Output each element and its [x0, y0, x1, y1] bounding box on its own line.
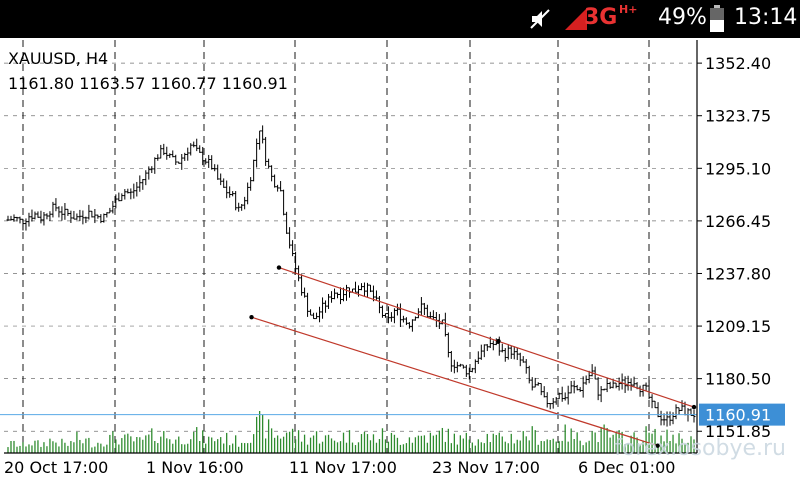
watermark: forex.osobye.ru [614, 436, 786, 461]
x-tick-label: 23 Nov 17:00 [432, 458, 540, 477]
current-price-label: 1160.91 [705, 406, 771, 425]
channel-anchor-point [691, 404, 697, 410]
current-price-badge [699, 403, 785, 426]
y-tick-label: 1352.40 [705, 54, 771, 73]
battery-percent: 49% [658, 5, 707, 30]
channel-lower-line [251, 316, 658, 447]
current-price-line: 1160.91 [0, 403, 785, 426]
x-tick-label: 20 Oct 17:00 [4, 458, 108, 477]
y-tick-label: 1266.45 [705, 212, 771, 231]
channel-anchor-point [655, 443, 660, 448]
y-tick-label: 1295.10 [705, 159, 771, 178]
battery-icon [710, 5, 724, 32]
channel-anchor-point [276, 265, 282, 270]
y-tick-label: 1323.75 [705, 107, 771, 126]
chart-ohlc: 1161.80 1163.57 1160.77 1160.91 [8, 74, 288, 93]
x-axis: 20 Oct 17:00 1 Nov 16:00 11 Nov 17:00 23 No… [4, 452, 697, 477]
y-axis: 1352.40 1323.75 1295.10 1266.45 1237.80 1209.… [696, 40, 771, 453]
chart-symbol: XAUUSD, H4 [8, 49, 109, 68]
y-tick-label: 1180.50 [705, 370, 771, 389]
chart-grid [4, 40, 697, 453]
volume-bars [7, 411, 695, 453]
clock: 13:14 [734, 5, 798, 30]
y-tick-label: 1237.80 [705, 264, 771, 283]
status-bar: 3G H+ 49% 13:14 [0, 0, 800, 38]
price-bars [6, 125, 696, 427]
price-chart[interactable]: 1160.91 1352.40 1323.75 1295.10 1266.45 1237… [0, 38, 800, 480]
x-tick-label: 11 Nov 17:00 [289, 458, 397, 477]
x-tick-label: 1 Nov 16:00 [146, 458, 244, 477]
trend-channel [249, 265, 697, 448]
x-tick-label: 6 Dec 01:00 [578, 458, 675, 477]
signal-icon [565, 8, 587, 30]
network-type: 3G [584, 5, 618, 30]
mute-icon [530, 9, 550, 29]
channel-upper-line [278, 267, 695, 408]
y-tick-label: 1209.15 [705, 317, 771, 336]
y-tick-label: 1151.85 [705, 422, 771, 441]
network-sup: H+ [619, 3, 638, 16]
channel-anchor-point [249, 314, 254, 320]
channel-anchor-point [496, 338, 501, 344]
